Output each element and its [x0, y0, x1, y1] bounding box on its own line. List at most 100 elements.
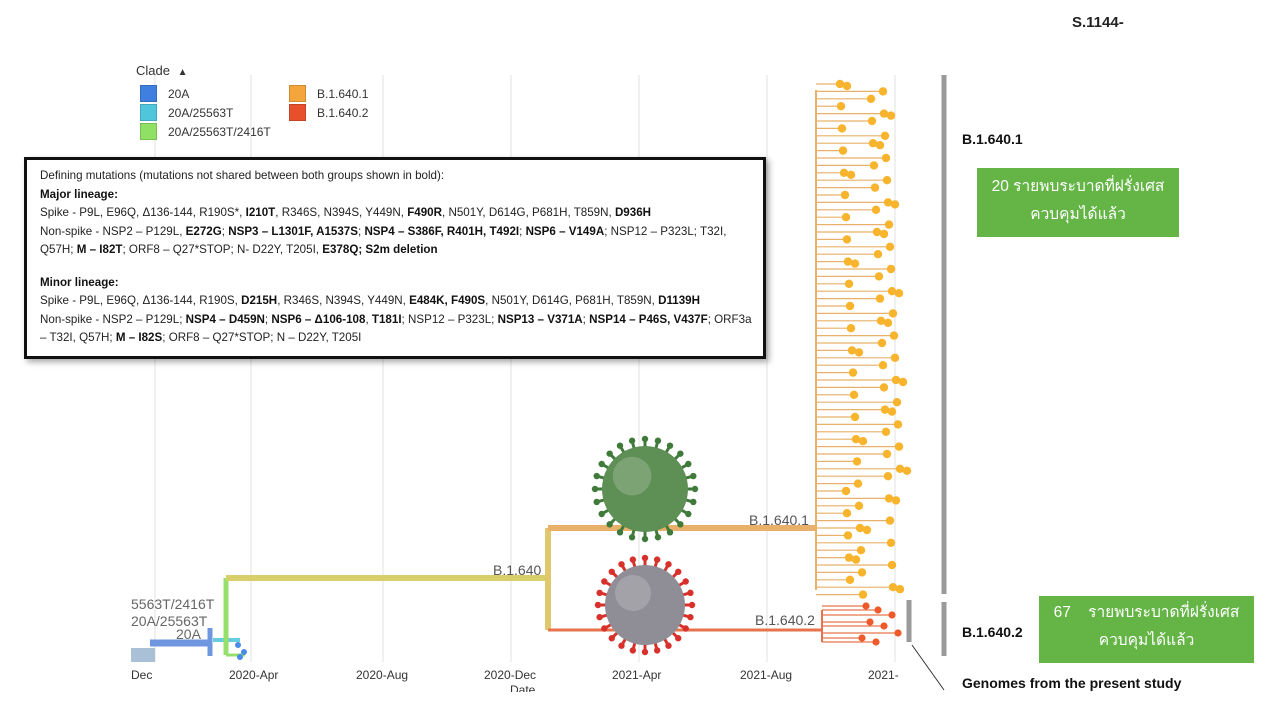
legend-item-20a: 20A — [140, 85, 189, 102]
tree-tips — [235, 79, 912, 660]
mutation-bold: NSP13 – V371A — [497, 312, 583, 326]
side-label-b16401: B.1.640.1 — [962, 131, 1023, 147]
tip-b16401 — [851, 435, 861, 444]
virus-spike-head — [687, 613, 694, 621]
legend-swatch — [289, 104, 306, 121]
red-virus-illustration — [594, 554, 696, 656]
tip-b16401 — [842, 235, 852, 244]
tip-b16402 — [888, 611, 896, 619]
legend-swatch — [140, 104, 157, 121]
virus-spike-head — [601, 625, 608, 632]
note-lower-line2: ควบคุมได้แล้ว — [1098, 632, 1195, 649]
tip-b16401 — [846, 324, 856, 333]
tip-b16401 — [869, 161, 879, 170]
mutation-text: , N501Y, D614G, P681H, T859N, — [442, 206, 615, 219]
tip-b16401 — [852, 457, 862, 466]
virus-spike-head — [591, 485, 599, 493]
cropped-top-label: S.1144- — [1072, 14, 1124, 31]
virus-spike-head — [606, 521, 613, 528]
mutation-text: Spike - P9L, E96Q, Δ136-144, R190S*, — [40, 206, 246, 219]
mutation-bold: I210T — [245, 206, 276, 219]
virus-spike-head — [653, 647, 661, 654]
tip-b16401 — [870, 183, 880, 192]
tip-b16401 — [877, 338, 887, 348]
mutation-text: – T32I, Q57H; — [40, 331, 116, 344]
tip-b16401 — [844, 279, 854, 288]
tip-b16401 — [858, 590, 868, 599]
tip-b16401 — [891, 496, 901, 505]
virus-spike-head — [665, 561, 672, 568]
virus-spike-head — [682, 578, 689, 585]
mutation-text: Spike - P9L, E96Q, Δ136-144, R190S, — [40, 294, 242, 307]
mutation-bold: F490R — [407, 206, 442, 219]
virus-spike-head — [685, 510, 692, 518]
branch-early-root — [131, 648, 155, 662]
legend-title[interactable]: Clade ▲ — [136, 63, 188, 78]
note-lower: 67 รายพบระบาดที่ฝรั่งเศส ควบคุมได้แล้ว — [1039, 596, 1254, 663]
branch-label-b16402: B.1.640.2 — [755, 612, 815, 628]
mutation-text: ; ORF3a — [707, 312, 752, 326]
axis-tick: 2021- — [868, 668, 899, 682]
spacer — [40, 260, 763, 274]
virus-spike-head — [629, 556, 637, 563]
tip-b16402 — [874, 606, 882, 614]
legend-item-b16401: B.1.640.1 — [289, 85, 368, 102]
tip-b16402 — [862, 602, 870, 610]
virus-spike-head — [641, 554, 649, 562]
mutation-bold: NSP6 – Δ106-108 — [271, 312, 366, 326]
tip-b16401 — [853, 479, 863, 488]
legend-title-text: Clade — [136, 63, 170, 78]
virus-spike-head — [641, 648, 649, 656]
mutation-text: Q57H; — [40, 243, 77, 256]
clade-stack-label-3: 20A — [176, 626, 201, 642]
tip-b16401 — [893, 420, 903, 429]
note-upper: 20 รายพบระบาดที่ฝรั่งเศส ควบคุมได้แล้ว — [977, 168, 1179, 237]
mutation-text: ; — [357, 224, 365, 238]
tip-b16401 — [890, 200, 900, 209]
tip-b16401 — [850, 412, 860, 422]
tip-b16401 — [855, 523, 865, 533]
virus-spike-head — [641, 535, 649, 543]
virus-spike-head — [606, 450, 613, 457]
virus-spike-head — [690, 498, 697, 506]
virus-spike-head — [616, 442, 624, 449]
tip-b16401 — [889, 331, 899, 340]
mutation-bold: NSP3 – L1301F, A1537S — [228, 224, 358, 238]
tip-b16401 — [884, 494, 894, 503]
axis-tick: 2020-Aug — [356, 668, 409, 682]
legend-label: 20A/25563T — [168, 105, 234, 120]
tip-b16401 — [895, 464, 905, 473]
minor-line: Spike - P9L, E96Q, Δ136-144, R190S, D215… — [40, 292, 763, 311]
tip-b16401 — [885, 516, 895, 525]
mutation-bold: NSP14 – P46S, V437F — [589, 312, 708, 326]
legend-label: B.1.640.2 — [317, 105, 369, 120]
axis-tick: 2020-Dec — [484, 668, 537, 682]
virus-spike-head — [690, 472, 697, 480]
tip-b16401 — [845, 301, 855, 311]
tip-b16401 — [846, 170, 856, 179]
tip-early — [237, 654, 243, 660]
tree-branches — [131, 83, 900, 662]
virus-spike-head — [665, 642, 672, 649]
virus-body — [605, 565, 685, 645]
mutation-bold: E484K, F490S — [409, 294, 486, 307]
tip-b16401 — [839, 168, 849, 177]
virus-spike-head — [666, 529, 674, 536]
virus-spike-head — [618, 561, 625, 568]
tip-b16401 — [891, 375, 901, 385]
tip-b16401 — [879, 383, 889, 392]
minor-line: – T32I, Q57H; M – I82S; ORF8 – Q27*STOP;… — [40, 329, 763, 348]
virus-spike-head — [618, 642, 625, 649]
tip-b16401 — [886, 111, 896, 120]
mutation-bold: NSP4 – D459N — [185, 312, 265, 326]
tip-b16401 — [868, 139, 878, 148]
tip-b16401 — [856, 546, 866, 555]
virus-spike-head — [593, 498, 600, 506]
virus-spike-head — [608, 635, 615, 642]
tip-b16401 — [890, 353, 900, 362]
mutation-bold: E378Q; S2m deletion — [322, 243, 438, 256]
tip-b16401 — [835, 79, 845, 89]
tip-b16401 — [880, 131, 890, 140]
major-line: Q57H; M – I82T; ORF8 – Q27*STOP; N- D22Y… — [40, 241, 763, 260]
axis-tick: 2021-Apr — [612, 668, 662, 682]
